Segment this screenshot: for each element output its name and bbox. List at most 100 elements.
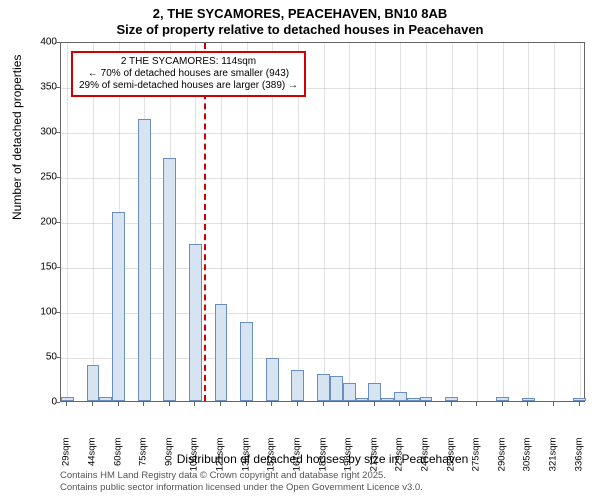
x-tick-mark <box>579 402 580 406</box>
x-tick-mark <box>220 402 221 406</box>
x-tick-mark <box>92 402 93 406</box>
histogram-bar <box>445 397 458 402</box>
histogram-bar <box>407 398 420 401</box>
annotation-line: 2 THE SYCAMORES: 114sqm <box>79 56 298 68</box>
x-tick-label: 90sqm <box>163 438 174 488</box>
y-tick-mark <box>56 177 60 178</box>
y-tick-label: 150 <box>40 262 57 273</box>
histogram-bar <box>356 398 369 401</box>
histogram-bar <box>87 365 100 401</box>
histogram-bar <box>266 358 279 401</box>
y-tick-label: 250 <box>40 172 57 183</box>
y-tick-mark <box>56 132 60 133</box>
y-tick-mark <box>56 402 60 403</box>
x-tick-label: 44sqm <box>87 438 98 488</box>
y-tick-label: 200 <box>40 217 57 228</box>
x-tick-label: 29sqm <box>61 438 72 488</box>
x-tick-mark <box>451 402 452 406</box>
x-tick-mark <box>527 402 528 406</box>
x-tick-label: 290sqm <box>496 438 507 488</box>
x-tick-label: 244sqm <box>419 438 430 488</box>
histogram-bar <box>189 244 202 402</box>
x-tick-label: 336sqm <box>573 438 584 488</box>
x-tick-mark <box>425 402 426 406</box>
y-tick-mark <box>56 87 60 88</box>
histogram-bar <box>317 374 330 401</box>
histogram-bar <box>138 119 151 401</box>
x-tick-mark <box>169 402 170 406</box>
histogram-bar <box>330 376 343 401</box>
histogram-bar <box>240 322 253 401</box>
histogram-bar <box>522 398 535 401</box>
x-tick-label: 198sqm <box>343 438 354 488</box>
histogram-bar <box>61 397 74 402</box>
x-tick-label: 213sqm <box>368 438 379 488</box>
gridline-v <box>528 43 529 401</box>
x-tick-mark <box>118 402 119 406</box>
x-tick-label: 152sqm <box>266 438 277 488</box>
histogram-bar <box>343 383 356 401</box>
x-tick-mark <box>143 402 144 406</box>
x-tick-label: 167sqm <box>291 438 302 488</box>
gridline-v <box>349 43 350 401</box>
x-tick-label: 229sqm <box>394 438 405 488</box>
x-tick-label: 305sqm <box>522 438 533 488</box>
x-tick-label: 183sqm <box>317 438 328 488</box>
y-tick-label: 400 <box>40 37 57 48</box>
gridline-v <box>426 43 427 401</box>
x-tick-mark <box>476 402 477 406</box>
histogram-bar <box>573 398 586 401</box>
x-tick-label: 321sqm <box>547 438 558 488</box>
x-tick-label: 259sqm <box>445 438 456 488</box>
x-tick-label: 106sqm <box>189 438 200 488</box>
y-tick-label: 100 <box>40 307 57 318</box>
gridline-v <box>503 43 504 401</box>
gridline-v <box>375 43 376 401</box>
x-tick-mark <box>374 402 375 406</box>
gridline-v <box>400 43 401 401</box>
x-tick-mark <box>297 402 298 406</box>
y-tick-mark <box>56 222 60 223</box>
x-tick-mark <box>348 402 349 406</box>
annotation-line: ← 70% of detached houses are smaller (94… <box>79 68 298 80</box>
x-tick-mark <box>271 402 272 406</box>
histogram-bar <box>112 212 125 401</box>
histogram-bar <box>163 158 176 401</box>
gridline-v <box>452 43 453 401</box>
chart-title-line1: 2, THE SYCAMORES, PEACEHAVEN, BN10 8AB <box>0 6 600 21</box>
histogram-chart: 2, THE SYCAMORES, PEACEHAVEN, BN10 8AB S… <box>0 0 600 500</box>
histogram-bar <box>381 398 394 401</box>
annotation-line: 29% of semi-detached houses are larger (… <box>79 80 298 92</box>
gridline-v <box>324 43 325 401</box>
y-tick-mark <box>56 267 60 268</box>
x-tick-label: 275sqm <box>471 438 482 488</box>
x-tick-mark <box>66 402 67 406</box>
histogram-bar <box>291 370 304 402</box>
histogram-bar <box>496 397 509 402</box>
histogram-bar <box>368 383 381 401</box>
y-tick-mark <box>56 312 60 313</box>
histogram-bar <box>215 304 228 401</box>
x-tick-label: 60sqm <box>112 438 123 488</box>
gridline-v <box>67 43 68 401</box>
x-tick-mark <box>194 402 195 406</box>
y-axis-label: Number of detached properties <box>10 55 24 220</box>
y-tick-mark <box>56 42 60 43</box>
histogram-bar <box>420 397 433 402</box>
y-tick-label: 350 <box>40 82 57 93</box>
marker-annotation: 2 THE SYCAMORES: 114sqm← 70% of detached… <box>71 51 306 97</box>
plot-area: 2 THE SYCAMORES: 114sqm← 70% of detached… <box>60 42 585 402</box>
x-tick-mark <box>246 402 247 406</box>
y-tick-mark <box>56 357 60 358</box>
gridline-v <box>477 43 478 401</box>
x-tick-mark <box>502 402 503 406</box>
x-tick-mark <box>399 402 400 406</box>
histogram-bar <box>394 392 407 401</box>
x-tick-label: 75sqm <box>138 438 149 488</box>
x-tick-label: 136sqm <box>240 438 251 488</box>
x-tick-label: 121sqm <box>215 438 226 488</box>
chart-title-line2: Size of property relative to detached ho… <box>0 22 600 37</box>
y-tick-label: 300 <box>40 127 57 138</box>
x-tick-mark <box>553 402 554 406</box>
gridline-v <box>554 43 555 401</box>
